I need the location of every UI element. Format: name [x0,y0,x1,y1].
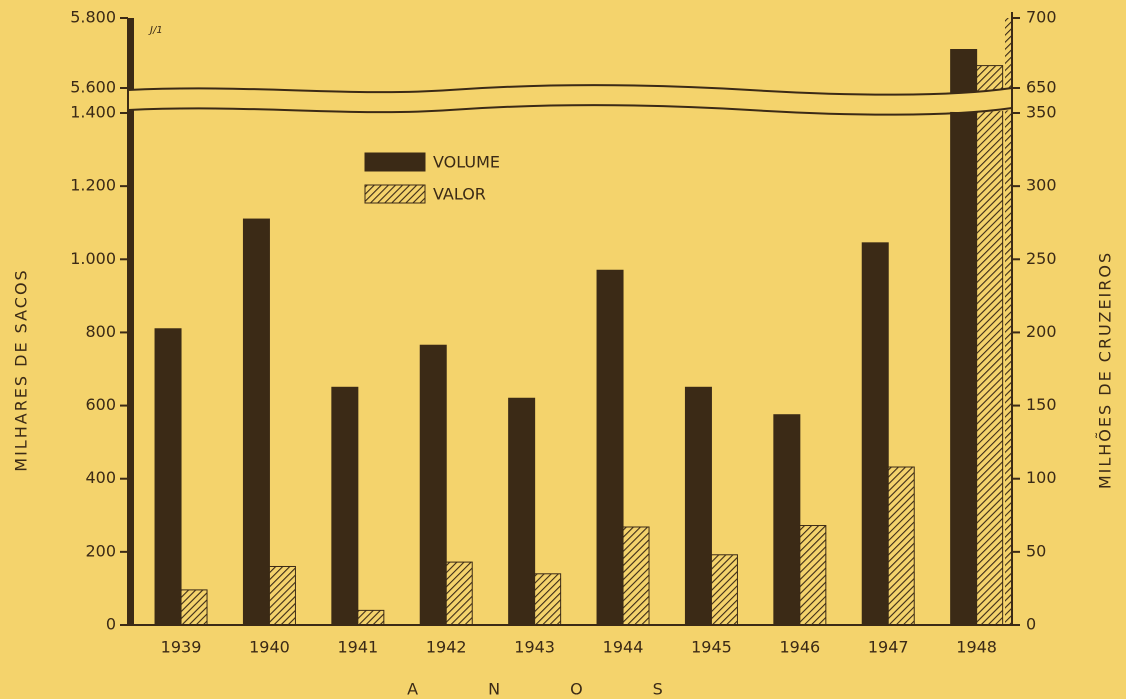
legend-label: VALOR [433,185,486,204]
bar [976,65,1004,626]
y-tick-label: 1.400 [70,103,116,122]
x-tick-label: 1940 [249,638,290,657]
y-tick-label: 400 [85,468,116,487]
break-line [127,104,1013,116]
bar [887,466,915,626]
y-tick-label: 0 [106,615,116,634]
y-tick-label: 1.200 [70,176,116,195]
bar [710,554,738,626]
y-axis-label: MILHARES DE SACOS [12,268,31,471]
bar [684,386,712,626]
bar [154,328,182,626]
y-tick-label: 800 [85,322,116,341]
x-tick-label: 1943 [514,638,555,657]
y2-tick-label: 650 [1026,78,1057,97]
x-axis-label: ANOS [407,680,733,699]
bar [950,49,978,626]
bar [268,565,296,626]
break-line [127,84,1013,96]
x-tick-label: 1941 [337,638,378,657]
y2-tick-label: 350 [1026,103,1057,122]
x-tick-label: 1942 [426,638,467,657]
x-tick-label: 1947 [868,638,909,657]
x-tick-label: 1946 [779,638,820,657]
bar [534,573,562,626]
y2-tick-label: 200 [1026,322,1057,341]
bar [331,386,359,626]
bar [508,397,536,626]
y2-tick-label: 150 [1026,395,1057,414]
bar [773,414,801,626]
legend-label: VOLUME [433,153,500,172]
y-tick-label: 5.600 [70,78,116,97]
bar [180,589,208,626]
x-tick-label: 1945 [691,638,732,657]
legend-swatch [364,184,426,204]
bar [622,526,650,626]
right-axis-strip [1005,18,1012,625]
y-tick-label: 200 [85,541,116,560]
y2-tick-label: 250 [1026,249,1057,268]
y-tick-label: 5.800 [70,8,116,27]
y2-tick-label: 700 [1026,8,1057,27]
y2-tick-label: 0 [1026,615,1036,634]
bar [445,561,473,626]
bar [357,609,385,626]
bar [242,218,270,626]
annotation: J/1 [148,25,163,36]
y2-axis-label: MILHÕES DE CRUZEIROS [1096,251,1115,489]
x-tick-label: 1948 [956,638,997,657]
left-axis-strip [128,18,134,625]
y-tick-label: 600 [85,395,116,414]
legend-swatch [364,152,426,172]
bar [419,344,447,626]
x-tick-label: 1944 [603,638,644,657]
y-tick-label: 1.000 [70,249,116,268]
x-tick-label: 1939 [161,638,202,657]
y2-tick-label: 50 [1026,541,1046,560]
bar [861,242,889,626]
bar [799,525,827,626]
y2-tick-label: 100 [1026,468,1057,487]
y2-tick-label: 300 [1026,176,1057,195]
bar [596,269,624,626]
